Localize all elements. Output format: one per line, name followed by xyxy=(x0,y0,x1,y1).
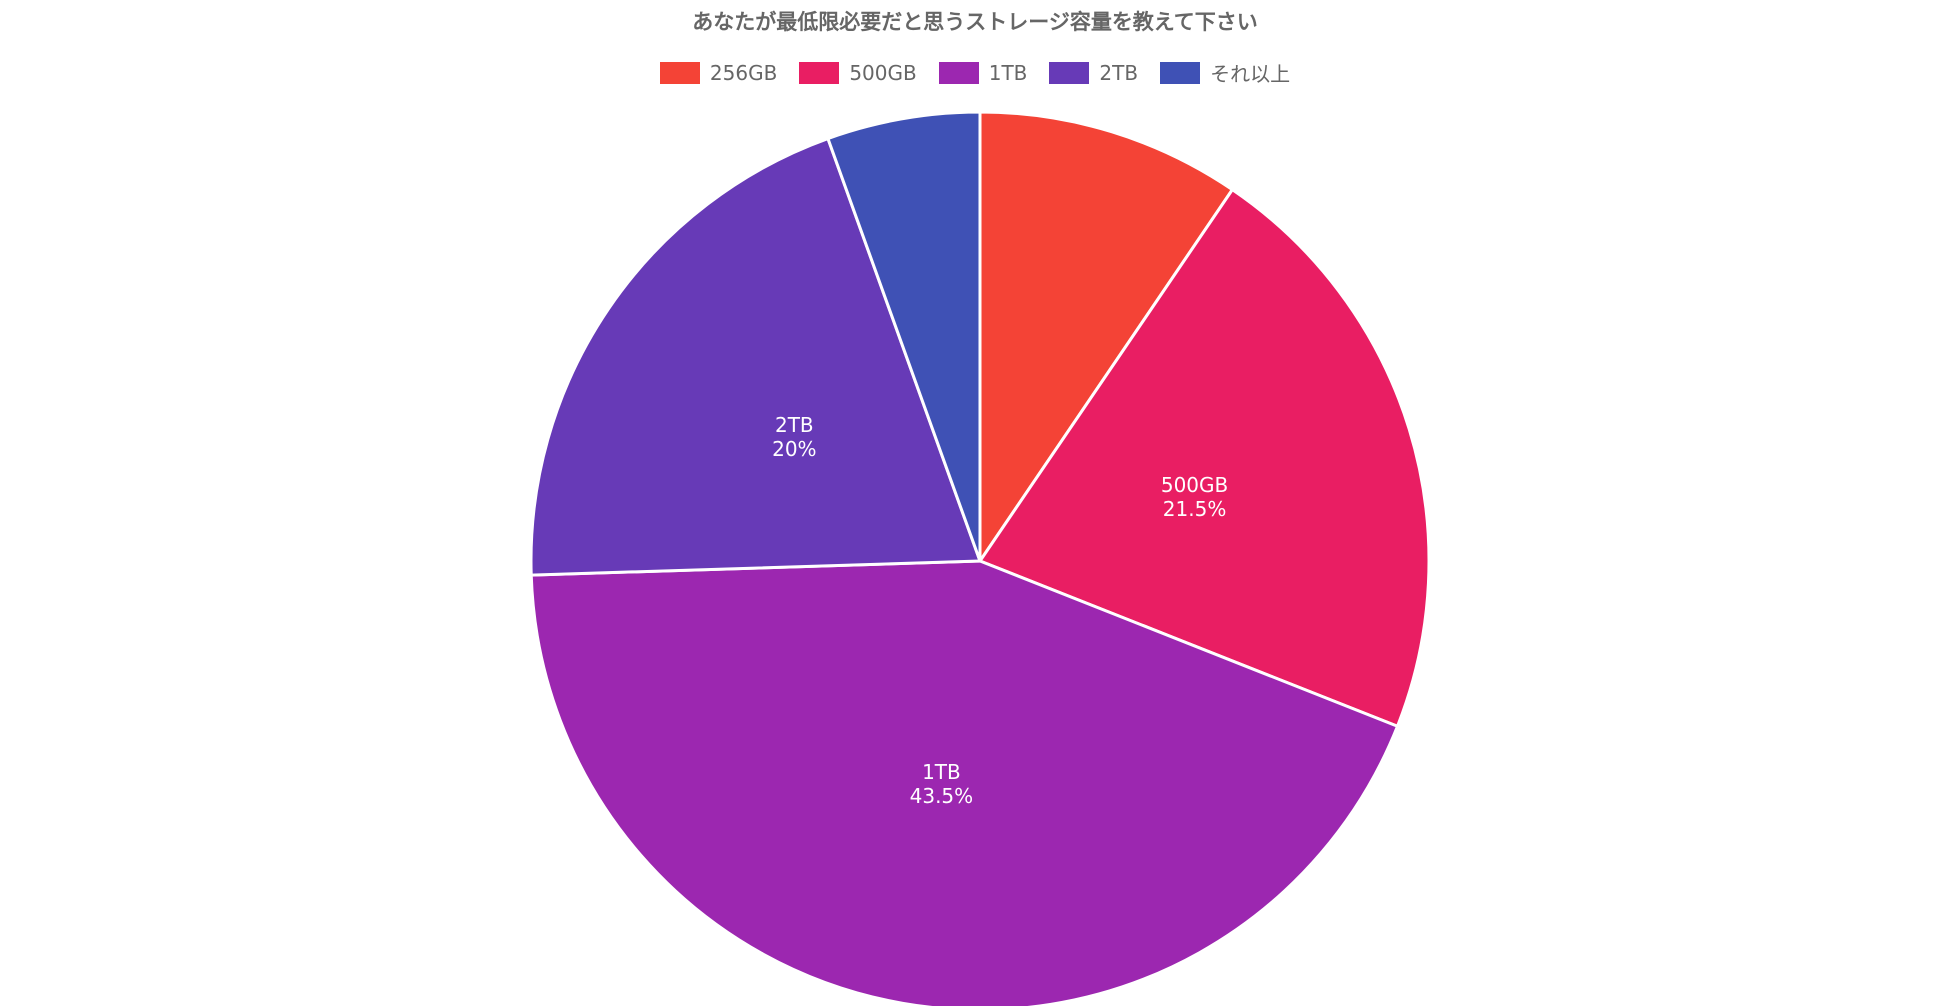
legend-item-256gb[interactable]: 256GB xyxy=(659,60,778,85)
legend-swatch xyxy=(659,61,700,84)
pie-slice-2TB[interactable] xyxy=(529,136,983,577)
pie-slice-256GB[interactable] xyxy=(978,110,1235,566)
legend-swatch xyxy=(799,61,840,84)
pie-slice-500GB[interactable] xyxy=(977,187,1431,729)
legend-swatch xyxy=(1160,61,1201,84)
pie-slice-1TB[interactable] xyxy=(529,559,1400,1006)
legend-item-2tb[interactable]: 2TB xyxy=(1049,61,1138,85)
slice-label-value: 20% xyxy=(772,437,816,461)
legend-item-500gb[interactable]: 500GB xyxy=(799,60,917,85)
legend-swatch xyxy=(1049,61,1090,84)
slice-label-name: 1TB xyxy=(922,760,961,784)
pie-slice-それ以上[interactable] xyxy=(825,110,982,562)
legend-label: 256GB xyxy=(709,60,778,85)
slice-label-name: 2TB xyxy=(775,413,814,437)
legend-label: 2TB xyxy=(1099,60,1139,85)
legend-label: 500GB xyxy=(849,60,917,85)
legend-label: それ以上 xyxy=(1210,62,1291,86)
legend-swatch xyxy=(938,61,979,84)
slice-label-value: 43.5% xyxy=(910,784,974,808)
slice-label-value: 21.5% xyxy=(1163,497,1227,521)
chart-legend: 256GB 500GB 1TB 2TB それ以上 xyxy=(0,58,1950,87)
legend-item-1tb[interactable]: 1TB xyxy=(938,60,1028,85)
legend-label: 1TB xyxy=(988,60,1028,85)
chart-title: あなたが最低限必要だと思うストレージ容量を教えて下さい xyxy=(692,10,1258,34)
slice-label-name: 500GB xyxy=(1161,473,1228,497)
legend-item-more[interactable]: それ以上 xyxy=(1160,58,1290,87)
